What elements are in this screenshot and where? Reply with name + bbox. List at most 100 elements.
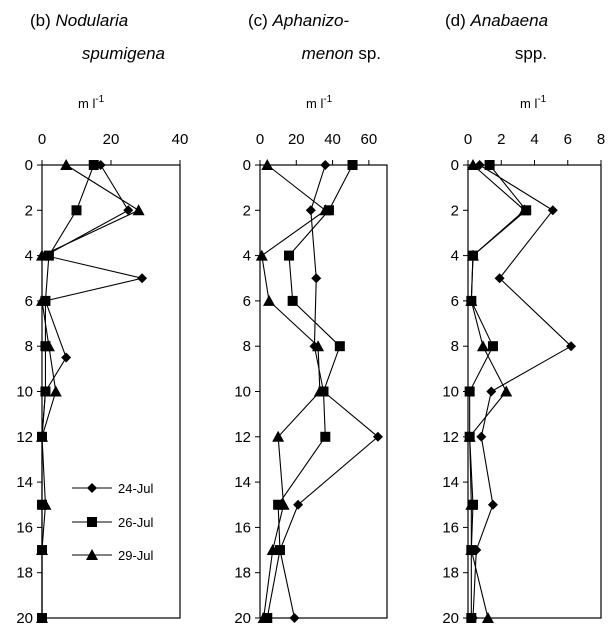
panel-title-line1: (c) Aphanizo- — [248, 11, 349, 30]
x-tick-label: 40 — [324, 131, 341, 148]
y-tick-label: 18 — [442, 565, 459, 582]
panel-d: (d) Anabaena spp. m l-1 0 2 4 6 8 0 2 4 6 8 10 12 14 16 1… — [442, 11, 605, 627]
data-point-triangle — [42, 340, 55, 352]
panel-c: (c) Aphanizo-menon sp. m l-1 0 20 40 60 0 2 4 6 8 1… — [234, 11, 388, 627]
y-tick-label: 10 — [234, 384, 251, 401]
legend-marker-diamond — [87, 483, 97, 493]
data-point-triangle — [466, 249, 479, 261]
legend-label: 29-Jul — [118, 548, 154, 563]
data-point-diamond — [494, 273, 505, 284]
data-point-triangle — [49, 385, 62, 397]
y-tick-label: 20 — [442, 610, 459, 624]
data-point-square — [347, 160, 358, 170]
data-point-triangle — [319, 204, 332, 216]
data-point-triangle — [500, 385, 513, 397]
panel-title-name: Nodularia — [56, 11, 129, 30]
data-point-square — [318, 386, 329, 397]
data-point-square — [320, 431, 331, 442]
data-point-square — [487, 341, 498, 352]
data-point-diamond — [311, 273, 322, 284]
data-point-diamond — [566, 341, 577, 352]
data-point-triangle — [465, 294, 478, 306]
data-point-diamond — [289, 613, 300, 623]
x-tick-label: 0 — [38, 131, 46, 148]
x-tick-label: 20 — [103, 131, 120, 148]
y-tick-label: 4 — [25, 248, 33, 265]
series-line — [279, 164, 379, 619]
data-point-triangle — [36, 430, 48, 442]
y-tick-label: 0 — [25, 157, 33, 174]
y-tick-label: 16 — [442, 519, 459, 536]
unit-base: m l — [520, 96, 537, 111]
data-point-triangle — [481, 612, 494, 623]
unit-exponent: -1 — [323, 94, 332, 105]
data-point-triangle — [60, 159, 73, 170]
data-point-square — [287, 295, 298, 306]
data-point-square — [40, 386, 51, 397]
series-line — [261, 164, 327, 619]
series-line — [266, 164, 354, 619]
data-point-diamond — [372, 431, 383, 442]
panel-letter: (b) — [30, 11, 56, 30]
data-point-triangle — [266, 544, 279, 556]
y-tick-label: 10 — [442, 384, 459, 401]
y-tick-label: 14 — [442, 474, 459, 491]
y-tick-label: 20 — [16, 610, 33, 624]
unit-label: m l-1 — [520, 94, 547, 111]
panel-title-name: Aphanizo- — [272, 11, 350, 30]
legend: 24-Jul 26-Jul 29-Jul — [72, 481, 154, 563]
legend-label: 26-Jul — [118, 515, 154, 530]
data-point-triangle — [463, 430, 476, 442]
data-point-diamond — [487, 499, 498, 510]
data-point-square — [37, 499, 47, 510]
y-tick-label: 2 — [451, 202, 459, 219]
panel-title-line1: (b) Nodularia — [30, 11, 128, 30]
data-point-square — [284, 250, 295, 261]
y-tick-label: 18 — [234, 565, 251, 582]
data-point-triangle — [257, 612, 270, 623]
legend-marker-square — [87, 517, 97, 527]
y-tick-label: 10 — [16, 384, 33, 401]
data-point-triangle — [261, 159, 274, 170]
panel-title-line2: spp. — [515, 44, 547, 63]
data-point-diamond — [320, 160, 331, 170]
data-point-square — [40, 295, 51, 306]
y-tick-label: 2 — [25, 202, 33, 219]
data-point-triangle — [255, 249, 268, 261]
panel-title-name: Anabaena — [470, 11, 549, 30]
panel-title-line2: menon sp. — [302, 44, 381, 63]
legend-marker-triangle — [86, 549, 98, 560]
panel-title-name-2: menon — [302, 44, 354, 63]
y-tick-label: 0 — [243, 157, 251, 174]
panel-title-suffix: sp. — [354, 44, 381, 63]
x-tick-label: 4 — [530, 131, 538, 148]
data-point-diamond — [476, 431, 487, 442]
y-tick-label: 0 — [451, 157, 459, 174]
data-point-square — [40, 341, 51, 352]
x-tick-label: 0 — [464, 131, 472, 148]
y-tick-label: 6 — [25, 293, 33, 310]
x-tick-label: 0 — [256, 131, 264, 148]
y-tick-label: 14 — [16, 474, 33, 491]
data-point-triangle — [312, 340, 325, 352]
y-tick-label: 14 — [234, 474, 251, 491]
panel-b: (b) Nodularia spumigena m l-1 0 20 40 0 2 4 6 8 10 1… — [16, 11, 188, 627]
legend-label: 24-Jul — [118, 481, 154, 496]
data-point-square — [323, 205, 334, 216]
data-point-square — [334, 341, 345, 352]
series-24-Jul — [274, 160, 383, 623]
data-point-diamond — [123, 205, 134, 216]
y-tick-label: 8 — [451, 338, 459, 355]
y-tick-label: 4 — [451, 248, 459, 265]
data-point-triangle — [465, 544, 478, 556]
data-point-triangle — [36, 612, 48, 623]
y-tick-label: 12 — [16, 429, 33, 446]
data-point-diamond — [547, 205, 558, 216]
data-point-triangle — [263, 294, 276, 306]
unit-base: m l — [306, 96, 323, 111]
data-point-triangle — [476, 340, 489, 352]
unit-exponent: -1 — [95, 94, 104, 105]
data-point-diamond — [61, 352, 72, 363]
